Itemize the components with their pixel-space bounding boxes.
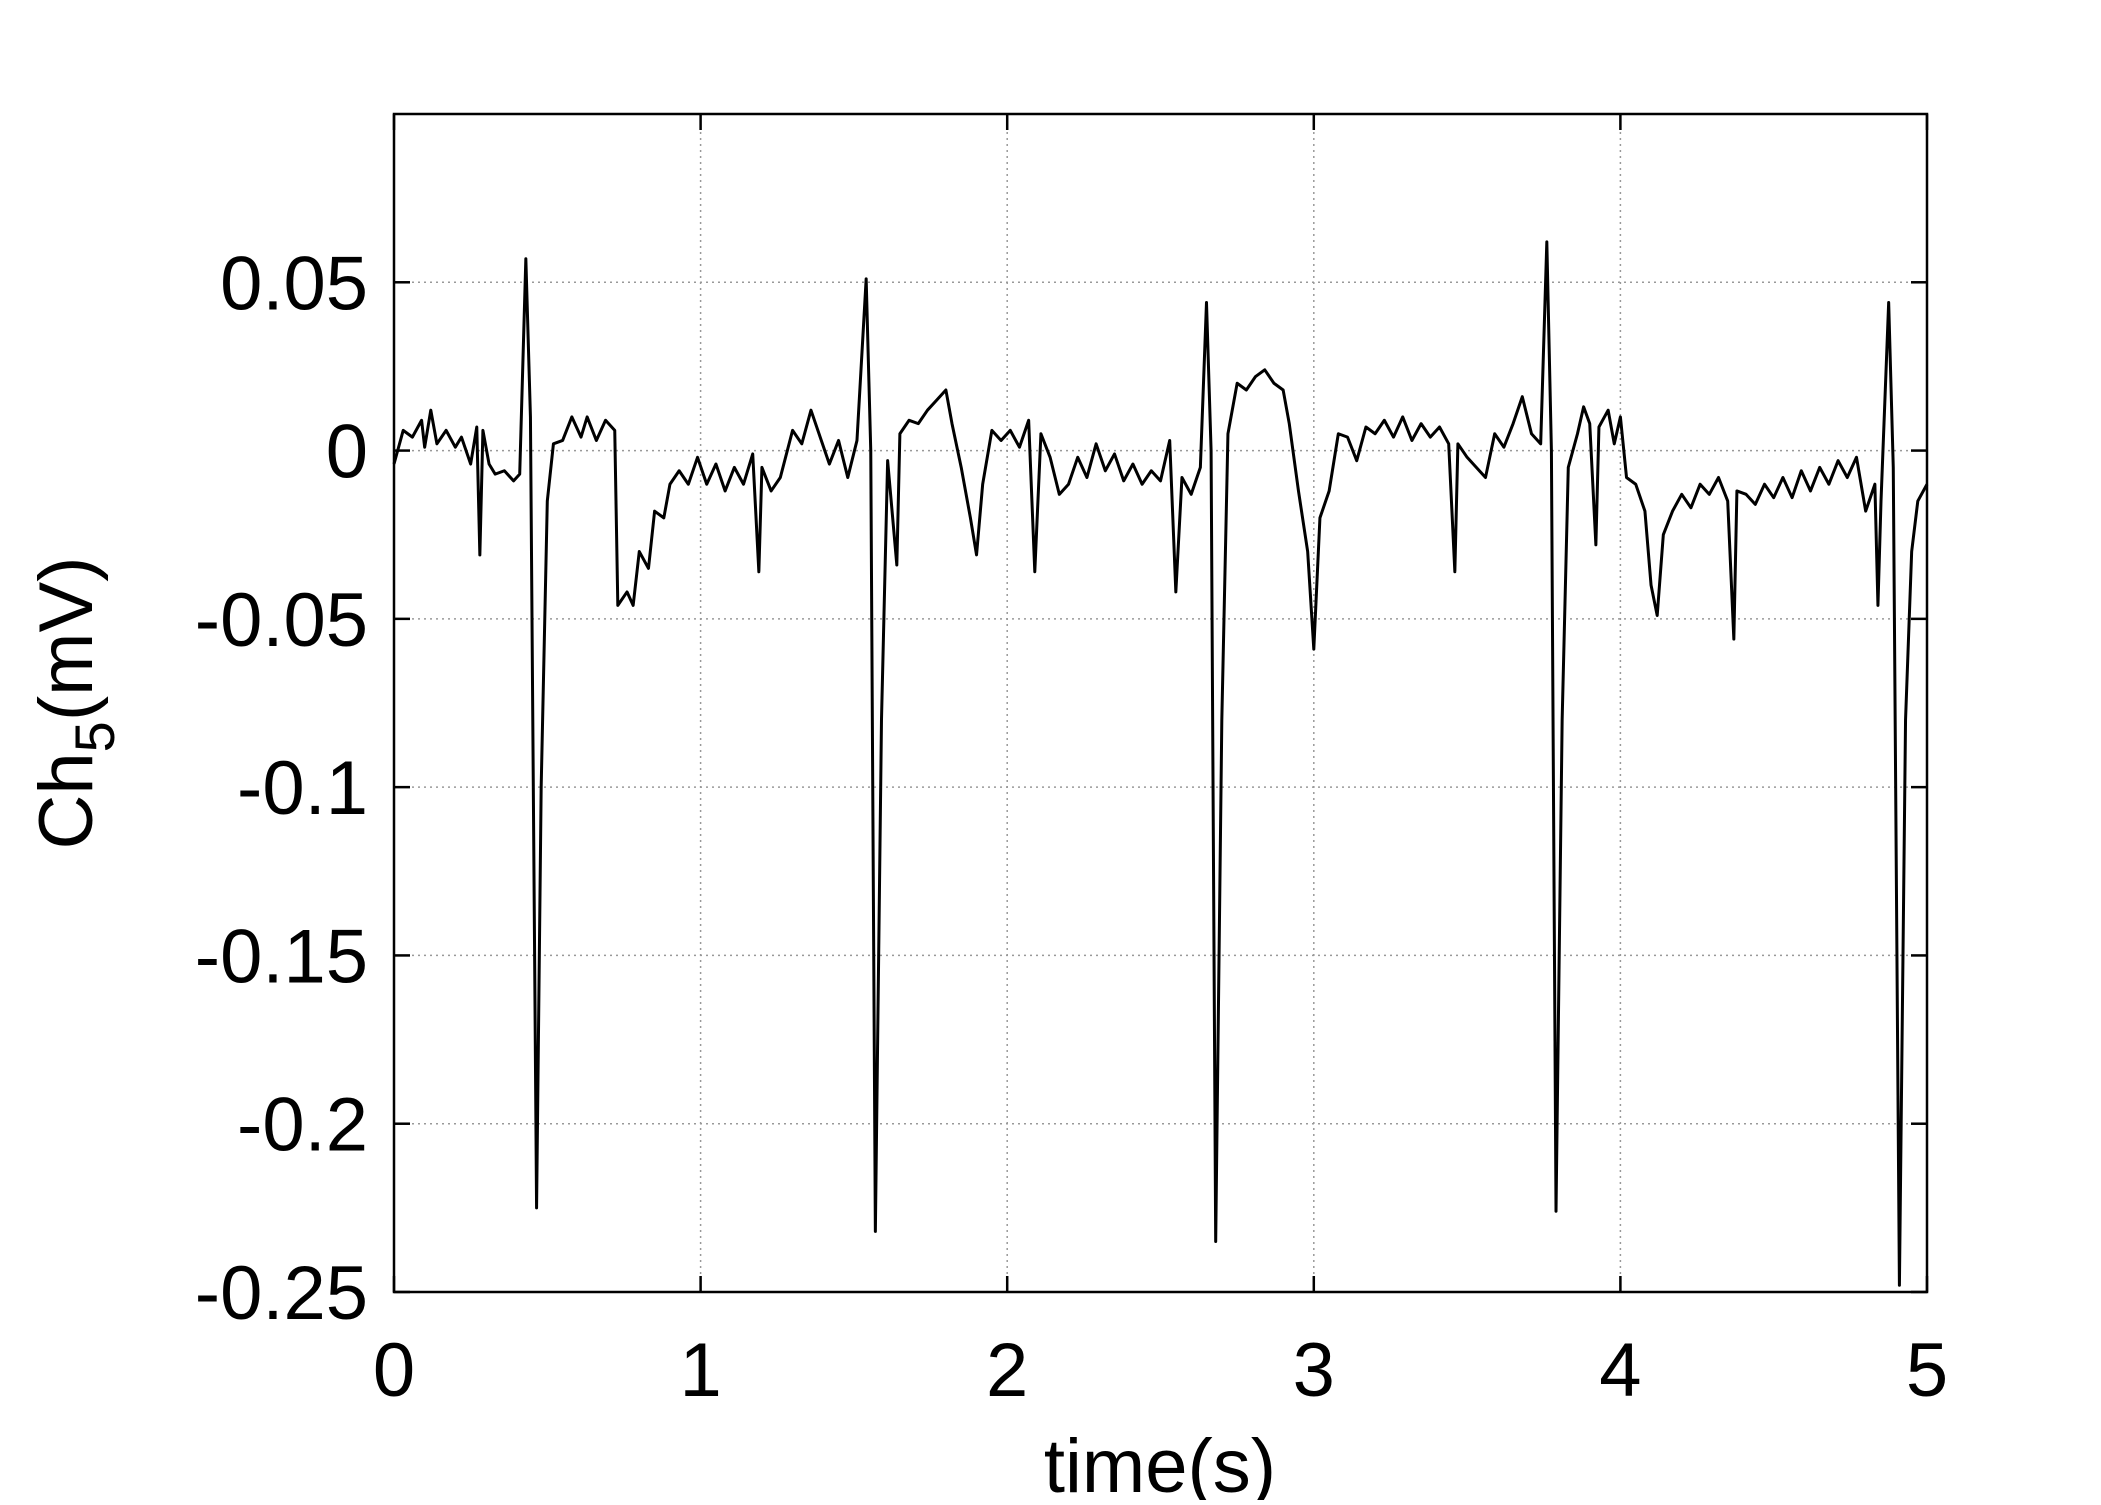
y-tick-label: -0.25 bbox=[195, 1251, 368, 1336]
x-tick-label: 4 bbox=[1599, 1328, 1641, 1413]
x-tick-label: 0 bbox=[373, 1328, 415, 1413]
y-tick-label: -0.2 bbox=[237, 1083, 368, 1168]
y-axis-label: Ch5(mV) bbox=[24, 557, 126, 850]
data-line bbox=[392, 240, 1929, 1287]
y-label-subscript: 5 bbox=[63, 721, 126, 752]
x-tick-label: 3 bbox=[1293, 1328, 1335, 1413]
x-tick-label: 1 bbox=[679, 1328, 721, 1413]
y-tick-label: 0.05 bbox=[220, 241, 368, 326]
x-axis-label: time(s) bbox=[1044, 1424, 1276, 1500]
y-tick-label: 0 bbox=[326, 410, 368, 495]
x-tick-label: 5 bbox=[1906, 1328, 1948, 1413]
y-label-unit: (mV) bbox=[24, 557, 109, 722]
axes-box bbox=[392, 112, 1929, 1294]
y-tick-label: -0.05 bbox=[195, 578, 368, 663]
y-tick-label: -0.15 bbox=[195, 914, 368, 999]
x-tick-label: 2 bbox=[986, 1328, 1028, 1413]
y-label-main: Ch bbox=[24, 752, 109, 849]
y-tick-label: -0.1 bbox=[237, 746, 368, 831]
